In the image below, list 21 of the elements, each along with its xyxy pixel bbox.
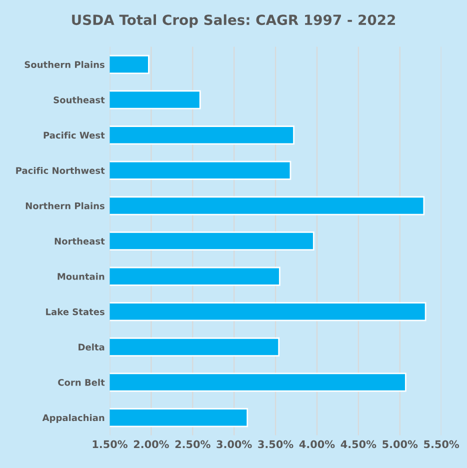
y-tick-label: Southeast [54, 96, 105, 104]
y-tick-label: Corn Belt [58, 378, 105, 386]
y-tick-label: Appalachian [42, 414, 104, 423]
x-tick-label: 5.50% [424, 440, 460, 448]
y-tick-label: Northern Plains [26, 202, 104, 210]
y-tick-label: Delta [78, 344, 104, 351]
x-tick-label: 3.00% [216, 440, 252, 448]
y-tick-label: Mountain [58, 272, 104, 280]
x-tick-label: 4.50% [340, 440, 376, 448]
y-tick-label: Pacific Northwest [16, 166, 105, 174]
y-tick-label: Southern Plains [24, 61, 104, 68]
x-tick-label: 3.50% [258, 440, 294, 448]
chart-title: USDA Total Crop Sales: CAGR 1997 - 2022 [72, 14, 395, 28]
x-tick-label: 5.00% [382, 440, 418, 448]
y-tick-label: Northeast [54, 238, 105, 245]
x-tick-label: 2.00% [134, 440, 169, 448]
y-tick-label: Lake States [46, 308, 104, 316]
x-tick-label: 4.00% [299, 440, 335, 448]
x-tick-label: 1.50% [92, 440, 128, 448]
y-tick-label: Pacific West [44, 132, 105, 139]
x-tick-label: 2.50% [175, 440, 210, 448]
